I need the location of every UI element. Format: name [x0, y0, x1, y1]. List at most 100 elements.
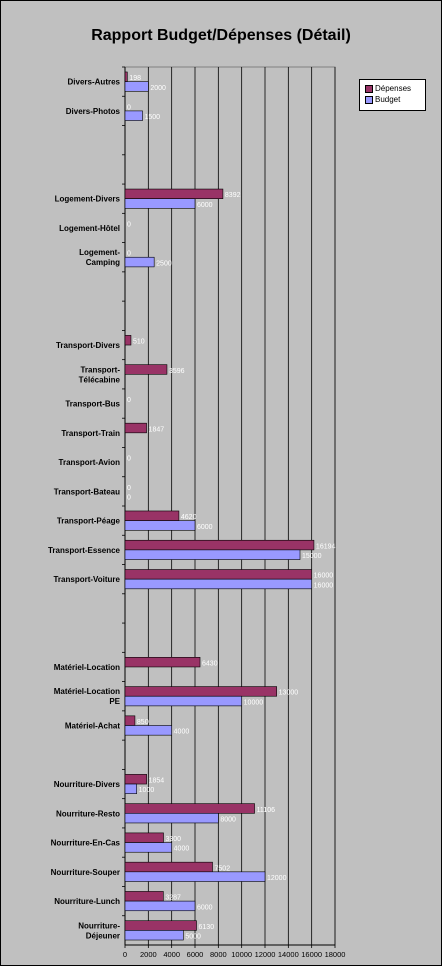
x-tick-label: 14000 — [278, 950, 299, 959]
category-label: Transport-Bateau — [54, 487, 120, 496]
bar-depenses — [124, 774, 147, 785]
data-label-budget: 4000 — [174, 846, 190, 853]
data-label-depenses: 1854 — [149, 778, 165, 785]
bar-depenses — [124, 539, 315, 551]
bar-depenses — [124, 803, 255, 814]
bar-budget — [124, 198, 196, 209]
category-label: Déjeuner — [86, 931, 120, 940]
bar-depenses — [124, 861, 213, 873]
bar-budget — [124, 695, 242, 707]
data-label-depenses: 16000 — [314, 573, 334, 580]
category-label: Télécabine — [79, 375, 121, 384]
x-tick-label: 12000 — [255, 950, 276, 959]
category-label: Nourriture-Divers — [54, 780, 121, 789]
bar-depenses — [124, 364, 168, 375]
data-label-depenses: 198 — [129, 75, 141, 82]
data-label-depenses: 6430 — [202, 660, 218, 667]
bar-budget — [124, 812, 219, 824]
bar-depenses — [124, 832, 164, 843]
bar-depenses — [124, 335, 132, 346]
data-label-budget: 6000 — [197, 524, 213, 531]
category-label: Transport- — [80, 365, 120, 374]
bar-budget — [124, 783, 137, 794]
data-label-budget: 1000 — [139, 787, 155, 794]
bar-budget — [124, 549, 301, 560]
data-label-depenses: 0 — [127, 397, 131, 404]
legend-item-depenses: Dépenses — [365, 84, 411, 94]
bar-depenses — [124, 188, 224, 200]
data-label-depenses: 8392 — [225, 192, 241, 199]
bar-depenses — [124, 71, 128, 82]
x-tick-label: 6000 — [187, 950, 204, 959]
data-label-depenses: 13000 — [279, 690, 299, 697]
category-label: Nourriture-En-Cas — [51, 839, 121, 848]
bar-depenses — [124, 657, 201, 668]
category-label: Logement-Hôtel — [59, 224, 120, 233]
bar-budget — [124, 930, 184, 941]
data-label-depenses: 6130 — [199, 924, 215, 931]
category-label: Logement- — [79, 248, 120, 257]
data-label-budget: 6000 — [197, 202, 213, 209]
x-tick-label: 18000 — [325, 950, 346, 959]
bar-budget — [124, 520, 196, 531]
category-label: Matériel-Location — [54, 663, 120, 672]
category-label: Nourriture-Lunch — [54, 897, 120, 906]
data-label-depenses: 4620 — [181, 514, 197, 521]
data-label-budget: 0 — [127, 495, 131, 502]
category-label: Transport-Divers — [56, 341, 121, 350]
category-label: Camping — [86, 258, 120, 267]
bar-budget — [124, 900, 196, 912]
data-label-budget: 10000 — [244, 699, 264, 706]
x-tick-label: 10000 — [231, 950, 252, 959]
category-label: Nourriture- — [78, 921, 120, 930]
data-label-budget: 4000 — [174, 729, 190, 736]
bar-depenses — [124, 510, 180, 521]
data-label-budget: 2000 — [150, 85, 166, 92]
data-label-depenses: 7502 — [215, 865, 231, 872]
legend-label-budget: Budget — [375, 95, 401, 104]
legend-label-depenses: Dépenses — [375, 84, 412, 93]
bar-budget — [124, 110, 143, 121]
bar-budget — [124, 871, 266, 882]
x-tick-label: 2000 — [140, 950, 157, 959]
bar-budget — [124, 256, 155, 268]
category-label: Transport-Bus — [65, 400, 120, 409]
category-label: Nourriture-Souper — [51, 868, 120, 877]
data-label-depenses: 3287 — [165, 895, 181, 902]
bar-depenses — [124, 920, 197, 931]
legend-swatch-budget — [365, 95, 373, 104]
category-label: Logement-Divers — [55, 195, 121, 204]
data-label-depenses: 16194 — [316, 543, 336, 550]
category-label: PE — [109, 697, 120, 706]
category-label: Matériel-Achat — [65, 722, 120, 731]
bar-budget — [124, 725, 172, 736]
category-label: Divers-Photos — [66, 107, 121, 116]
x-tick-label: 8000 — [210, 950, 227, 959]
data-label-depenses: 0 — [127, 221, 131, 228]
data-label-depenses: 0 — [127, 485, 131, 492]
legend-swatch-depenses — [365, 84, 373, 93]
data-label-depenses: 0 — [127, 104, 131, 111]
data-label-depenses: 510 — [133, 339, 145, 346]
data-label-depenses: 3596 — [169, 368, 185, 375]
category-label: Transport-Voiture — [53, 575, 120, 584]
data-label-depenses: 1847 — [149, 426, 165, 433]
data-label-budget: 12000 — [267, 875, 287, 882]
category-label: Transport-Avion — [59, 458, 121, 467]
x-tick-label: 16000 — [301, 950, 322, 959]
bar-budget — [124, 81, 149, 92]
bar-depenses — [124, 891, 164, 902]
chart-title: Rapport Budget/Dépenses (Détail) — [91, 27, 351, 44]
data-label-depenses: 0 — [127, 456, 131, 463]
bar-budget — [124, 578, 312, 590]
bar-depenses — [124, 569, 312, 580]
legend-item-budget: Budget — [365, 95, 400, 105]
x-tick-label: 0 — [123, 950, 127, 959]
data-label-budget: 16000 — [314, 582, 334, 589]
category-label: Transport-Péage — [57, 517, 121, 526]
category-label: Transport-Train — [61, 429, 120, 438]
data-label-budget: 5000 — [185, 934, 201, 941]
data-label-budget: 15000 — [302, 553, 322, 560]
